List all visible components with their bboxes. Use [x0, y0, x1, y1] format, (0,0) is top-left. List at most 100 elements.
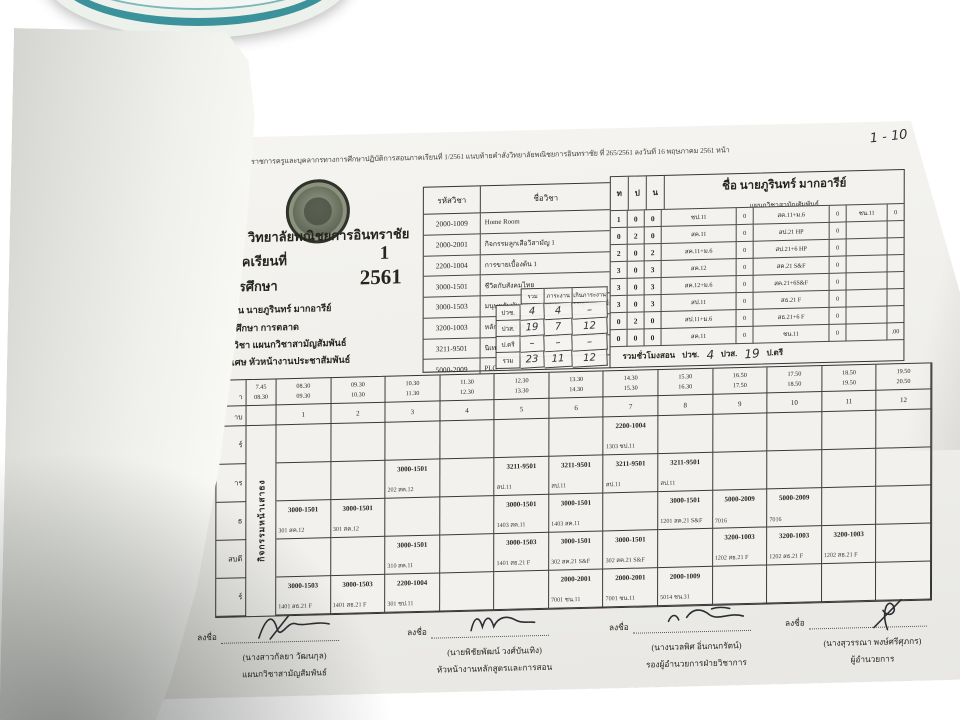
teacher-grid-cell: สป.21 HP: [754, 223, 830, 242]
teacher-grid-cell: 2: [611, 245, 628, 262]
workload-column-header: ภาระงาน: [545, 287, 573, 304]
subject-code-header: รหัสวิชา: [424, 186, 481, 213]
teacher-grid-cell: 0: [830, 222, 847, 239]
class-room-group: 1303 ชป.11: [605, 443, 635, 451]
workload-value: 12: [572, 350, 608, 368]
sign-label: ลงชื่อ: [197, 632, 217, 643]
timetable-cell: [440, 420, 495, 459]
timetable-cell: [822, 487, 877, 526]
teacher-grid-cell: 0: [737, 293, 754, 310]
timetable-cell: 3200-1003 1202 สธ.21 F: [713, 527, 768, 566]
signature-block: ลงชื่อ (นายพิชัยพัฒน์ วงศ์บันเทิง) หัวหน้า…: [407, 621, 582, 687]
class-subject-code: 3000-1501: [287, 505, 319, 515]
teacher-grid-cell: 0: [737, 225, 754, 242]
signatory-name: (นายพิชัยพัฒน์ วงศ์บันเทิง): [447, 645, 542, 658]
timetable-cell: 5000-2009 7016: [713, 489, 768, 528]
teacher-grid-cell: 0: [736, 327, 753, 344]
teacher-grid-cell: 0: [830, 205, 847, 222]
signatory-title: รองผู้อำนวยการฝ่ายวิชาการ: [646, 657, 747, 670]
teacher-grid-cell: [888, 238, 904, 255]
timetable-cell: 3000-1501 302 สค.21 S&F: [549, 531, 604, 570]
sign-label: ลงชื่อ: [407, 627, 427, 638]
teacher-grid-cell: ชน.11: [847, 204, 888, 222]
teacher-grid-cell: [888, 272, 904, 289]
timetable-cell: [440, 458, 495, 497]
class-subject-code: 3000-1503: [506, 538, 537, 547]
subject-code: 2000-2001: [424, 234, 481, 255]
period-time-cell: 16.50 17.50: [713, 367, 768, 394]
teacher-grid-cell: [887, 306, 903, 323]
period-number: 3: [386, 401, 441, 422]
period-start-time: 15.30: [678, 373, 693, 381]
day-label: ธ: [216, 502, 246, 541]
class-subject-code: 3211-9501: [670, 458, 701, 467]
signature-squiggle: [647, 598, 767, 635]
flag-start-time: 7.45: [255, 383, 267, 392]
period-time-cell: 10.30 11.30: [386, 375, 441, 402]
timetable-cell: [822, 411, 877, 450]
teacher-grid-cell: สค.11+ม.6: [754, 206, 830, 225]
timetable-cell: [440, 496, 495, 535]
teacher-grid-cell: 0: [829, 307, 846, 324]
teacher-grid-cell: สป.11: [662, 293, 737, 312]
signature-block: ลงชื่อ (นางนวลพิศ อิ่นกนกรัตน์) รองผู้อำนว…: [609, 616, 784, 682]
timetable-cell: [767, 564, 822, 603]
timetable-cell: 3000-1501 310 สค.11: [385, 535, 440, 574]
period-start-time: 17.50: [787, 370, 802, 379]
workload-value: –: [544, 335, 573, 353]
level-label: ปวช.: [682, 350, 700, 360]
period-end-time: 20.50: [896, 377, 911, 385]
workload-value: 19: [520, 319, 545, 336]
timetable-cell: [876, 485, 931, 524]
workload-row-label: ปวส.: [496, 320, 521, 337]
period-end-time: 19.50: [841, 378, 856, 387]
timetable-cell: 5000-2009 7016: [767, 488, 822, 527]
timetable-cell: 3000-1501 1201 สค.21 S&F: [658, 491, 713, 530]
workload-value: 4: [544, 303, 573, 321]
period-start-time: 19.50: [896, 368, 911, 376]
period-number: 4: [440, 400, 495, 421]
class-subject-code: 2000-1009: [669, 572, 701, 581]
teacher-grid-cell: 0: [628, 295, 645, 312]
teacher-grid-cell: 3: [611, 279, 628, 296]
teacher-grid-cell: 2: [628, 227, 645, 244]
period-end-time: 17.50: [732, 381, 747, 389]
period-time-cell: 13.30 14.30: [549, 371, 604, 398]
workload-body: ปวช. 4 4– ปวส. 19 7 12 ป.ตรี – – – รวม 23 11 12: [496, 302, 608, 369]
signature-squiggle: [823, 594, 943, 631]
teacher-grid-cell: 0: [830, 239, 847, 256]
timetable-cell: 3200-1003 1202 สธ.21 F: [767, 526, 822, 565]
timetable-cell: 3211-9501 สป.11: [549, 455, 604, 494]
teacher-grid-cell: สธ.21+6 F: [754, 308, 830, 327]
period-start-time: 13.30: [569, 376, 584, 384]
period-number: 9: [713, 393, 768, 414]
semester-value: 1: [379, 242, 390, 264]
timetable: า 7.45 08.30 08.30 09.30 09.30 10.30 10.30 11.30…: [215, 362, 932, 618]
timetable-cell: 3000-1501 202 สค.12: [386, 459, 441, 498]
subject-code: 2000-1009: [424, 213, 481, 234]
flag-ceremony-label: กิจกรรมหน้าเสาธง: [256, 479, 267, 563]
timetable-cell: [549, 417, 604, 456]
workload-row-label: รวม: [496, 352, 521, 369]
timetable-cell: [658, 529, 713, 568]
subject-name: การขายเบื้องต้น 1: [484, 260, 537, 270]
timetable-cell: [767, 450, 822, 489]
class-subject-code: 3211-9501: [615, 459, 646, 469]
signatory-name: (นางสุวรรณา พงษ์ศรีศุภกร): [823, 636, 922, 649]
teacher-grid-cell: [847, 221, 888, 239]
teacher-grid-cell: สค.11+ม.6: [662, 242, 737, 261]
class-subject-code: 3000-1501: [560, 498, 592, 508]
period-number: 12: [877, 389, 932, 410]
timetable-cell: [877, 447, 932, 486]
period-number: 6: [549, 397, 604, 418]
period-end-time: 18.50: [787, 380, 802, 388]
year-value: 2561: [359, 264, 402, 290]
timetable-cell: 3000-1501 1403 สค.11: [495, 495, 550, 534]
period-number: 2: [331, 403, 386, 424]
teacher-grid-cell: สป.11+ม.6: [662, 310, 737, 329]
period-end-time: 13.30: [514, 386, 529, 395]
period-start-time: 11.30: [460, 378, 474, 387]
signature-line-row: ลงชื่อ: [197, 626, 372, 644]
teacher-grid-cell: สค.11: [662, 327, 737, 346]
signatory-name: (นางสาวกัลยา วัฒนกุล): [242, 651, 327, 663]
